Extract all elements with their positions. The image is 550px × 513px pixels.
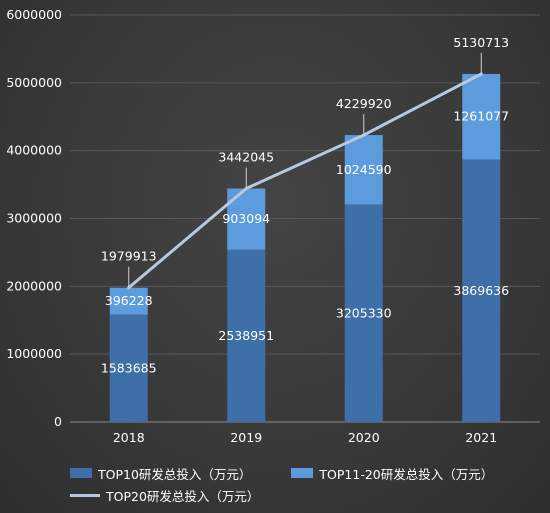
y-tick-label-5000000: 5000000: [6, 75, 62, 90]
bar-top11-20-2018: [109, 287, 148, 315]
bar-top10-2019: [227, 249, 266, 422]
legend-label-top10: TOP10研发总投入（万元）: [98, 466, 252, 482]
bar-top10-2018: [109, 314, 148, 422]
x-tick-label-2021: 2021: [465, 430, 497, 445]
bar-top10-2021: [462, 159, 501, 422]
legend-item-top10: TOP10研发总投入（万元）: [70, 464, 251, 483]
bar-top11-20-2020: [344, 135, 383, 205]
bar-top10-2020: [344, 204, 383, 422]
data-label-top10-2018: 1583685: [101, 360, 157, 375]
x-tick-label-2019: 2019: [230, 430, 262, 445]
legend: TOP10研发总投入（万元） TOP11-20研发总投入（万元） TOP20研发…: [70, 462, 540, 506]
y-tick-label-4000000: 4000000: [6, 143, 62, 158]
data-label-top20-2021: 5130713: [453, 35, 509, 50]
legend-swatch-top10: [70, 468, 92, 478]
y-tick-label-3000000: 3000000: [6, 211, 62, 226]
bar-top11-20-2021: [462, 73, 501, 160]
data-label-top20-2018: 1979913: [101, 249, 157, 264]
data-label-top11-20-2019: 903094: [222, 211, 270, 226]
legend-label-top20: TOP20研发总投入（万元）: [106, 488, 260, 504]
y-tick-label-6000000: 6000000: [6, 7, 62, 22]
data-label-top10-2020: 3205330: [336, 305, 392, 320]
legend-swatch-top11-20: [291, 468, 314, 478]
data-label-top11-20-2018: 396228: [105, 293, 153, 308]
legend-label-top11-20: TOP11-20研发总投入（万元）: [319, 466, 494, 482]
y-tick-label-0: 0: [54, 414, 62, 429]
legend-item-top11-20: TOP11-20研发总投入（万元）: [291, 464, 493, 483]
line-top20: [127, 72, 483, 290]
x-tick-label-2018: 2018: [113, 430, 145, 445]
legend-item-top20: TOP20研发总投入（万元）: [70, 486, 259, 505]
data-label-top11-20-2021: 1261077: [453, 109, 509, 124]
chart-svg: 0 1000000 2000000 3000000 4000000 5000000 6000…: [6, 7, 540, 445]
data-label-top11-20-2020: 1024590: [336, 162, 392, 177]
legend-swatch-top20: [70, 493, 100, 497]
data-label-top10-2019: 2538951: [218, 328, 274, 343]
y-tick-label-1000000: 1000000: [6, 346, 62, 361]
y-tick-label-2000000: 2000000: [6, 278, 62, 293]
data-label-top10-2021: 3869636: [453, 283, 509, 298]
data-label-top20-2020: 4229920: [336, 96, 392, 111]
data-label-top20-2019: 3442045: [218, 150, 274, 165]
x-tick-label-2020: 2020: [348, 430, 380, 445]
